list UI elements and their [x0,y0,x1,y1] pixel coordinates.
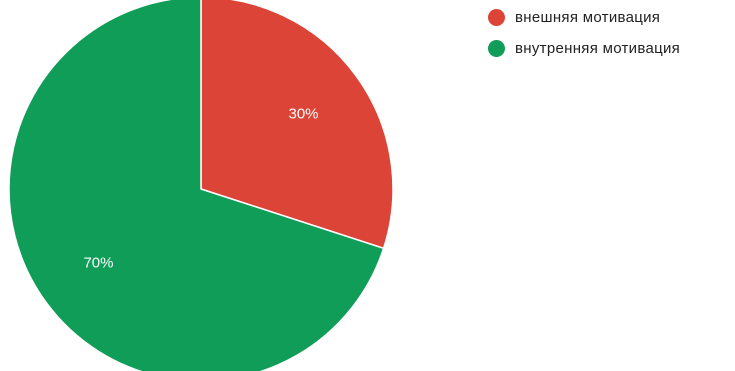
legend-swatch-internal-motivation [488,39,505,57]
slice-label-external-motivation: 30% [289,105,319,122]
pie-slice-internal-motivation[interactable] [8,0,385,371]
legend-item-internal-motivation[interactable]: внутренняя мотивация [488,38,680,58]
pie-slice-external-motivation[interactable] [200,0,394,250]
chart-legend: внешняя мотивация внутренняя мотивация [488,7,680,69]
legend-swatch-external-motivation [488,8,505,26]
slice-label-internal-motivation: 70% [83,254,113,271]
pie-slices [8,0,394,371]
pie-slice-labels: 30% 70% [83,105,318,271]
legend-item-external-motivation[interactable]: внешняя мотивация [488,7,680,27]
legend-label-external-motivation: внешняя мотивация [515,8,661,26]
legend-label-internal-motivation: внутренняя мотивация [515,39,681,57]
